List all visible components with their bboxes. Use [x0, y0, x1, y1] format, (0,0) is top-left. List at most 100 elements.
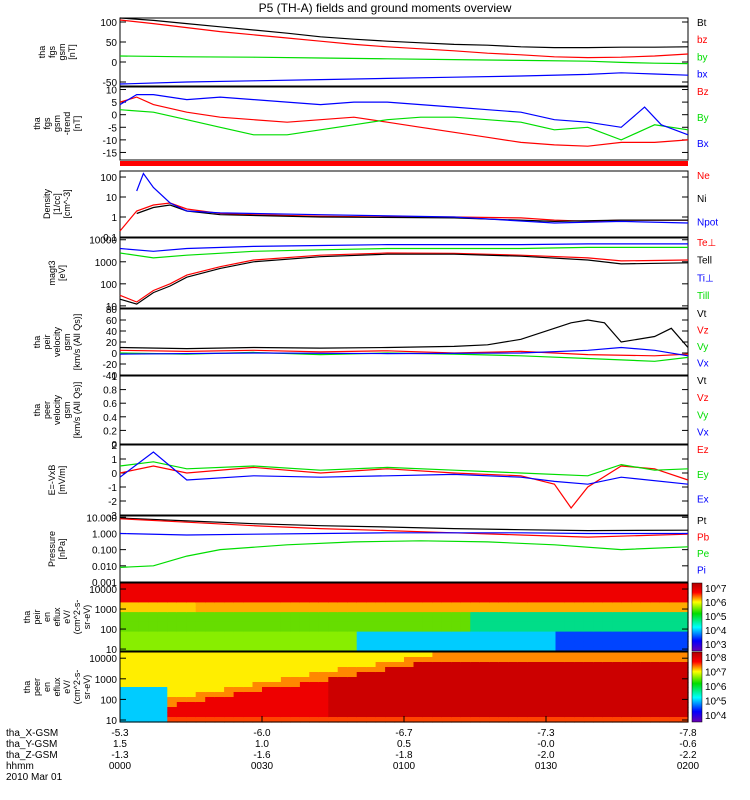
- heatmap-cell: [640, 687, 651, 693]
- heatmap-cell: [508, 692, 519, 698]
- y-axis-label: [km/s (All Qs)]: [72, 382, 82, 439]
- heatmap-cell: [252, 652, 263, 658]
- heatmap-cell: [148, 717, 159, 723]
- heatmap-cell: [243, 597, 254, 604]
- heatmap-cell: [394, 631, 405, 638]
- heatmap-cell: [138, 641, 149, 647]
- heatmap-cell: [517, 652, 528, 658]
- heatmap-cell: [583, 587, 594, 594]
- heatmap-cell: [394, 587, 405, 594]
- heatmap-cell: [157, 612, 168, 618]
- heatmap-cell: [243, 707, 254, 713]
- heatmap-cell: [508, 602, 519, 608]
- heatmap-cell: [347, 602, 358, 608]
- heatmap-cell: [262, 641, 273, 647]
- heatmap-cell: [640, 621, 651, 628]
- heatmap-cell: [612, 682, 623, 688]
- heatmap-cell: [299, 621, 310, 628]
- heatmap-cell: [432, 621, 443, 628]
- heatmap-cell: [138, 583, 149, 589]
- heatmap-cell: [318, 646, 329, 652]
- heatmap-cell: [205, 687, 216, 693]
- heatmap-cell: [451, 672, 462, 678]
- heatmap-cell: [631, 607, 642, 613]
- heatmap-cell: [678, 652, 689, 658]
- heatmap-cell: [299, 652, 310, 658]
- heatmap-cell: [479, 641, 490, 647]
- heatmap-cell: [356, 657, 367, 663]
- heatmap-cell: [309, 672, 320, 678]
- heatmap-cell: [205, 636, 216, 642]
- heatmap-cell: [328, 621, 339, 628]
- heatmap-cell: [233, 652, 244, 658]
- y-axis-label: (cm^2-s-: [72, 670, 82, 705]
- heatmap-cell: [422, 592, 433, 599]
- heatmap-cell: [129, 641, 140, 647]
- heatmap-cell: [309, 612, 320, 618]
- heatmap-cell: [669, 682, 680, 688]
- heatmap-cell: [224, 652, 235, 658]
- heatmap-cell: [612, 702, 623, 708]
- heatmap-cell: [356, 631, 367, 638]
- heatmap-cell: [527, 707, 538, 713]
- heatmap-cell: [470, 617, 481, 623]
- series-line-Bz: [119, 96, 689, 147]
- heatmap-cell: [375, 687, 386, 693]
- heatmap-cell: [621, 687, 632, 693]
- heatmap-cell: [678, 607, 689, 613]
- heatmap-cell: [536, 636, 547, 642]
- heatmap-cell: [356, 646, 367, 652]
- heatmap-cell: [404, 597, 415, 604]
- heatmap-cell: [309, 646, 320, 652]
- heatmap-cell: [555, 672, 566, 678]
- heatmap-cell: [195, 631, 206, 638]
- heatmap-cell: [366, 646, 377, 652]
- heatmap-cell: [195, 697, 206, 703]
- heatmap-cell: [167, 612, 178, 618]
- heatmap-cell: [366, 626, 377, 633]
- heatmap-cell: [356, 592, 367, 599]
- heatmap-cell: [612, 707, 623, 713]
- heatmap-cell: [432, 612, 443, 618]
- heatmap-cell: [157, 657, 168, 663]
- heatmap-cell: [271, 597, 282, 604]
- heatmap-cell: [479, 707, 490, 713]
- heatmap-cell: [451, 662, 462, 668]
- heatmap-cell: [318, 641, 329, 647]
- heatmap-cell: [195, 587, 206, 594]
- heatmap-cell: [650, 597, 661, 604]
- heatmap-cell: [555, 687, 566, 693]
- heatmap-cell: [195, 602, 206, 608]
- heatmap-cell: [375, 657, 386, 663]
- heatmap-cell: [243, 717, 254, 723]
- heatmap-cell: [441, 662, 452, 668]
- heatmap-cell: [517, 617, 528, 623]
- colorbar-tick-label: 10^6: [705, 598, 727, 609]
- heatmap-cell: [366, 657, 377, 663]
- heatmap-cell: [214, 707, 225, 713]
- heatmap-cell: [347, 621, 358, 628]
- heatmap-cell: [318, 583, 329, 589]
- heatmap-cell: [479, 583, 490, 589]
- heatmap-cell: [489, 612, 500, 618]
- heatmap-cell: [404, 682, 415, 688]
- heatmap-cell: [574, 583, 585, 589]
- heatmap-cell: [413, 662, 424, 668]
- legend-entry: Vz: [697, 393, 709, 404]
- heatmap-cell: [129, 612, 140, 618]
- heatmap-cell: [650, 682, 661, 688]
- heatmap-cell: [479, 646, 490, 652]
- heatmap-cell: [176, 682, 187, 688]
- heatmap-cell: [650, 636, 661, 642]
- heatmap-cell: [555, 662, 566, 668]
- heatmap-cell: [413, 617, 424, 623]
- heatmap-cell: [669, 702, 680, 708]
- heatmap-cell: [574, 692, 585, 698]
- heatmap-cell: [631, 617, 642, 623]
- heatmap-cell: [621, 707, 632, 713]
- heatmap-cell: [214, 583, 225, 589]
- heatmap-cell: [422, 712, 433, 718]
- heatmap-cell: [451, 631, 462, 638]
- heatmap-cell: [243, 667, 254, 673]
